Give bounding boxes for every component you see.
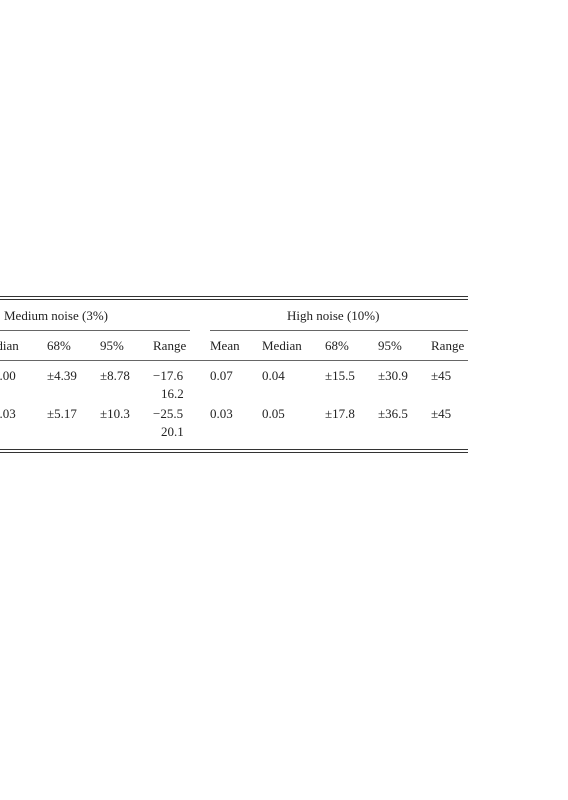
bottom-rule [0, 452, 468, 453]
group-rule [210, 330, 468, 331]
group-header: Medium noise (3%) [4, 308, 108, 323]
cell: ±15.5 [325, 368, 355, 383]
header-rule [0, 360, 468, 361]
cell: ±30.9 [378, 368, 408, 383]
cell: 20.1 [161, 424, 184, 439]
bottom-rule [0, 449, 468, 450]
cell: ±5.17 [47, 406, 77, 421]
column-header: Range [153, 338, 187, 353]
cell: 0.07 [210, 368, 233, 383]
cell: ±36.5 [378, 406, 408, 421]
cell: 0.03 [0, 406, 16, 421]
column-header: 95% [378, 338, 402, 353]
top-rule [0, 296, 468, 297]
column-header: Mean [210, 338, 240, 353]
column-header: 68% [325, 338, 349, 353]
cell: ±45 [431, 406, 452, 421]
cell: ±17.8 [325, 406, 355, 421]
cell: ±4.39 [47, 368, 77, 383]
cell: ±45 [431, 368, 452, 383]
column-header: Range [431, 338, 465, 353]
cell: −17.6 [153, 368, 184, 383]
cell: ±8.78 [100, 368, 130, 383]
cell: 0.00 [0, 368, 16, 383]
column-header: 95% [100, 338, 124, 353]
cell: 0.03 [210, 406, 233, 421]
group-rule [0, 330, 190, 331]
top-rule [0, 299, 468, 300]
column-header: Median [262, 338, 302, 353]
column-header: Median [0, 338, 19, 353]
cell: 16.2 [161, 386, 184, 401]
column-header: 68% [47, 338, 71, 353]
cell: ±10.3 [100, 406, 130, 421]
cell: 0.04 [262, 368, 285, 383]
cell: 0.05 [262, 406, 285, 421]
cell: −25.5 [153, 406, 184, 421]
group-header: High noise (10%) [287, 308, 380, 323]
